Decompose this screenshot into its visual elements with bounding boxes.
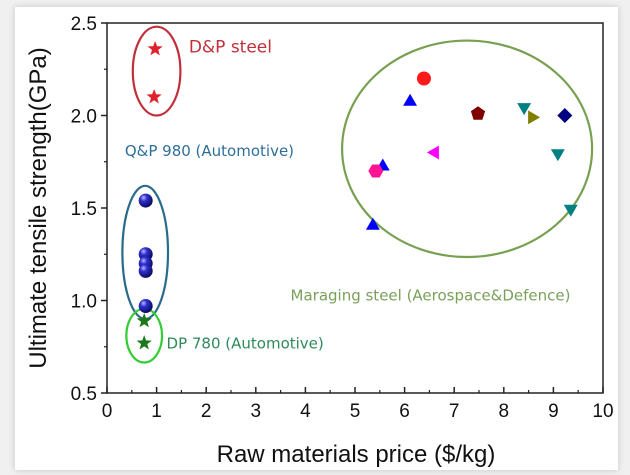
triangle-up-marker (403, 93, 417, 106)
diamond-marker (557, 108, 573, 123)
triangle-left-marker (426, 145, 439, 160)
ball-marker (138, 299, 153, 314)
x-tick-label: 2 (201, 401, 212, 422)
triangle-down-marker (550, 149, 565, 162)
y-tick-label: 2.0 (71, 107, 97, 128)
circle-marker (416, 71, 431, 86)
data-points (136, 40, 578, 350)
y-tick-label: 0.5 (71, 384, 97, 405)
x-tick-label: 5 (350, 401, 361, 422)
x-tick-label: 10 (592, 401, 613, 422)
triangle-up-marker (365, 217, 380, 230)
triangle-down-marker (517, 103, 532, 116)
triangle-down-marker (563, 204, 578, 217)
group-ellipse (341, 39, 594, 259)
hexagon-marker (368, 164, 384, 178)
triangle-right-marker (528, 110, 541, 125)
y-tick-label: 2.5 (71, 14, 97, 35)
star-marker (136, 312, 152, 328)
x-tick-label: 0 (102, 401, 113, 422)
group-ellipses (121, 25, 594, 364)
y-axis: 0.5 1.0 1.5 2.0 2.5 (71, 14, 107, 405)
x-tick-label: 3 (251, 401, 262, 422)
star-marker (146, 89, 162, 104)
group-ellipse (131, 25, 182, 117)
group-labels: D&P steel Q&P 980 (Automotive) DP 780 (Aut… (125, 38, 571, 353)
x-tick-label: 7 (449, 401, 460, 422)
ball-marker (138, 193, 153, 208)
y-axis-title: Ultimate tensile strength(GPa) (25, 47, 52, 368)
x-tick-label: 1 (151, 401, 162, 422)
pentagon-marker (470, 106, 486, 120)
group-label: Maraging steel (Aerospace&Defence) (291, 287, 571, 305)
group-label: D&P steel (189, 38, 272, 58)
x-tick-label: 6 (399, 401, 410, 422)
x-axis-title: Raw materials price ($/kg) (217, 441, 496, 468)
x-tick-label: 4 (300, 401, 311, 422)
x-tick-label: 8 (499, 401, 510, 422)
group-label: DP 780 (Automotive) (167, 335, 324, 353)
star-marker (136, 335, 152, 350)
group-label: Q&P 980 (Automotive) (125, 142, 294, 160)
ball-marker (138, 263, 153, 278)
x-tick-label: 9 (548, 401, 559, 422)
x-axis: 0 1 2 3 4 5 6 7 8 9 10 (102, 387, 614, 422)
y-tick-label: 1.0 (71, 292, 97, 313)
star-marker (147, 40, 163, 56)
y-tick-label: 1.5 (71, 199, 97, 220)
